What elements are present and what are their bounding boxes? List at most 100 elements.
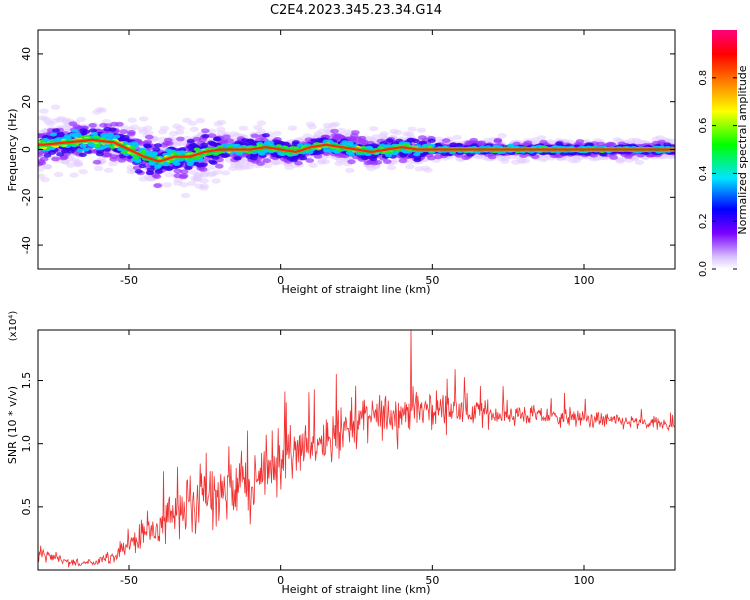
spectral-cell <box>308 162 318 168</box>
spectral-cell <box>216 119 227 125</box>
spectral-cell <box>612 137 622 143</box>
figure-title: C2E4.2023.345.23.34.G14 <box>270 3 442 18</box>
spectral-cell <box>616 157 627 163</box>
spectral-cell <box>39 108 49 114</box>
spectral-cell <box>294 160 303 166</box>
spectral-cell <box>127 117 137 123</box>
colorbar-ticks: 0.00.20.40.60.8 <box>698 70 737 277</box>
spectral-cell <box>134 169 143 174</box>
x-tick-label: -50 <box>120 274 138 287</box>
spectral-cell <box>188 169 198 175</box>
spectral-cell <box>392 129 403 135</box>
spectral-cell <box>140 149 147 154</box>
spectral-cell <box>50 104 61 110</box>
spectral-cell <box>455 142 463 148</box>
x-tick-label: 100 <box>574 274 595 287</box>
spectral-cell <box>104 167 114 173</box>
spectral-cell <box>129 124 139 130</box>
spectral-cell <box>46 121 56 127</box>
spectral-cell <box>56 152 65 157</box>
spectral-cell <box>79 128 88 133</box>
y-tick-label: 0 <box>20 146 33 153</box>
spectral-cell <box>96 149 105 154</box>
spectral-cell <box>517 158 528 164</box>
spectral-cell <box>69 172 79 178</box>
spectral-cell <box>302 133 313 139</box>
spectral-cell <box>452 134 462 140</box>
spectral-cell <box>305 121 316 127</box>
snr-data <box>38 330 675 568</box>
spectral-cell <box>138 163 147 169</box>
spectral-cell <box>416 127 427 133</box>
spectral-cell <box>73 161 83 168</box>
spectral-cell <box>172 123 182 129</box>
spectral-cell <box>370 154 379 159</box>
y-tick-label: 1.5 <box>20 372 33 390</box>
y-tick-label: 1.0 <box>20 435 33 453</box>
colorbar-tick-label: 0.4 <box>698 165 709 181</box>
x-tick-label: 50 <box>425 274 439 287</box>
spectral-cell <box>273 159 283 166</box>
spectral-cell <box>186 138 195 144</box>
spectral-cell <box>48 150 57 155</box>
spectral-cell <box>164 148 172 153</box>
spectral-cell <box>103 134 111 139</box>
spectral-cell <box>176 136 185 142</box>
spectral-cell <box>500 156 510 162</box>
spectral-cell <box>89 128 97 133</box>
colorbar-tick-label: 0.0 <box>698 261 709 277</box>
spectral-cell <box>399 153 408 158</box>
spectral-cell <box>209 160 218 165</box>
spectral-cell <box>413 152 421 157</box>
spectral-cell <box>78 152 87 157</box>
spectral-cell <box>256 120 267 126</box>
spectral-cell <box>215 163 224 169</box>
spectral-cell <box>385 138 394 143</box>
spectral-cell <box>609 155 618 160</box>
spectral-cell <box>624 154 633 159</box>
spectral-cell <box>253 124 263 130</box>
spectral-cell <box>262 163 273 169</box>
spectral-cell <box>149 161 157 166</box>
y-tick-label: -40 <box>20 236 33 254</box>
spectral-cell <box>153 183 162 189</box>
spectral-cell <box>322 148 330 153</box>
spectral-cell <box>71 128 79 133</box>
spectral-cell <box>61 117 71 123</box>
spectral-cell <box>222 134 231 140</box>
spectral-cell <box>127 131 136 137</box>
spectral-cell <box>234 140 243 145</box>
spectral-cell <box>187 180 197 186</box>
colorbar <box>712 30 737 269</box>
snr-y-ticks: 0.51.01.5 <box>20 372 675 516</box>
spectral-cell <box>413 157 422 163</box>
spectral-cell <box>154 143 162 148</box>
spectral-cell <box>179 169 189 175</box>
spectral-cell <box>519 153 528 159</box>
snr-x-label: Height of straight line (km) <box>281 583 430 596</box>
spectral-cell <box>245 164 255 170</box>
spectral-cell <box>441 138 451 144</box>
ridge-line <box>38 138 675 163</box>
colorbar-tick-label: 0.8 <box>698 70 709 86</box>
spectral-cell <box>287 125 298 131</box>
spectral-cell <box>433 136 444 142</box>
spectral-cell <box>99 122 108 128</box>
spectral-cell <box>119 129 128 135</box>
spectral-cell <box>71 133 79 138</box>
spectral-cell <box>96 156 107 162</box>
spectral-cell <box>180 192 191 199</box>
spectral-cell <box>165 141 174 146</box>
x-tick-label: -50 <box>120 574 138 587</box>
spectral-cell <box>540 155 550 161</box>
spectral-cell <box>418 140 427 145</box>
spectral-cell <box>249 155 258 161</box>
spectral-cell <box>42 164 53 170</box>
spectral-cell <box>154 169 163 174</box>
spectral-cell <box>93 165 104 172</box>
spectral-cell <box>194 183 204 189</box>
spectral-cell <box>418 135 427 141</box>
spectral-cell <box>523 140 533 146</box>
x-tick-label: 0 <box>277 274 284 287</box>
